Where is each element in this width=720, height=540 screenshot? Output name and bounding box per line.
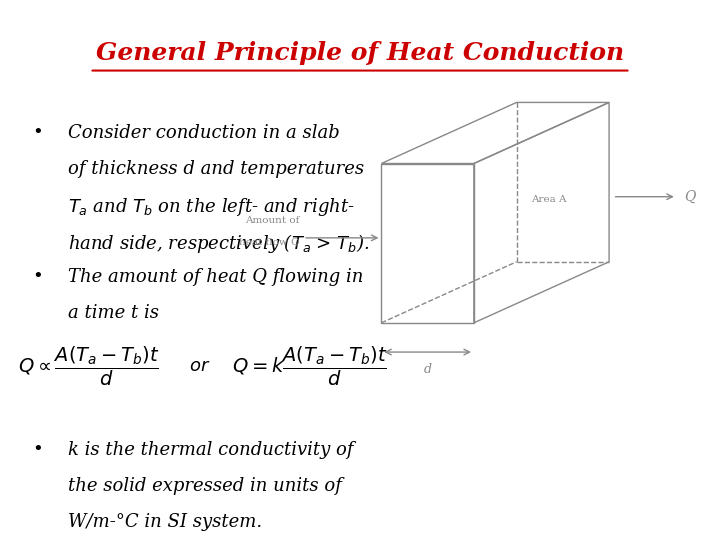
Text: •: •	[32, 441, 43, 459]
Text: $Q = k\dfrac{A(T_a - T_b)t}{d}$: $Q = k\dfrac{A(T_a - T_b)t}{d}$	[232, 345, 387, 388]
Text: Area A: Area A	[531, 195, 567, 204]
Text: •: •	[32, 268, 43, 286]
Text: Amount of: Amount of	[245, 215, 300, 225]
Text: Q: Q	[684, 190, 696, 204]
Text: General Principle of Heat Conduction: General Principle of Heat Conduction	[96, 42, 624, 65]
Text: $T_a$ and $T_b$ on the left- and right-: $T_a$ and $T_b$ on the left- and right-	[68, 196, 355, 218]
Text: k is the thermal conductivity of: k is the thermal conductivity of	[68, 441, 354, 459]
Text: heat flow Q: heat flow Q	[239, 238, 300, 246]
Text: $or$: $or$	[189, 357, 210, 375]
Text: •: •	[32, 124, 43, 141]
Text: d: d	[423, 363, 431, 376]
Text: a time t is: a time t is	[68, 304, 159, 322]
Text: Consider conduction in a slab: Consider conduction in a slab	[68, 124, 340, 141]
Text: the solid expressed in units of: the solid expressed in units of	[68, 477, 342, 495]
Text: $Q \propto \dfrac{A(T_a - T_b)t}{d}$: $Q \propto \dfrac{A(T_a - T_b)t}{d}$	[19, 345, 160, 388]
Text: W/m-°C in SI system.: W/m-°C in SI system.	[68, 513, 262, 531]
Text: of thickness d and temperatures: of thickness d and temperatures	[68, 160, 364, 178]
Text: The amount of heat Q flowing in: The amount of heat Q flowing in	[68, 268, 364, 286]
Text: hand side, respectively ($T_a$ > $T_b$).: hand side, respectively ($T_a$ > $T_b$).	[68, 232, 369, 255]
